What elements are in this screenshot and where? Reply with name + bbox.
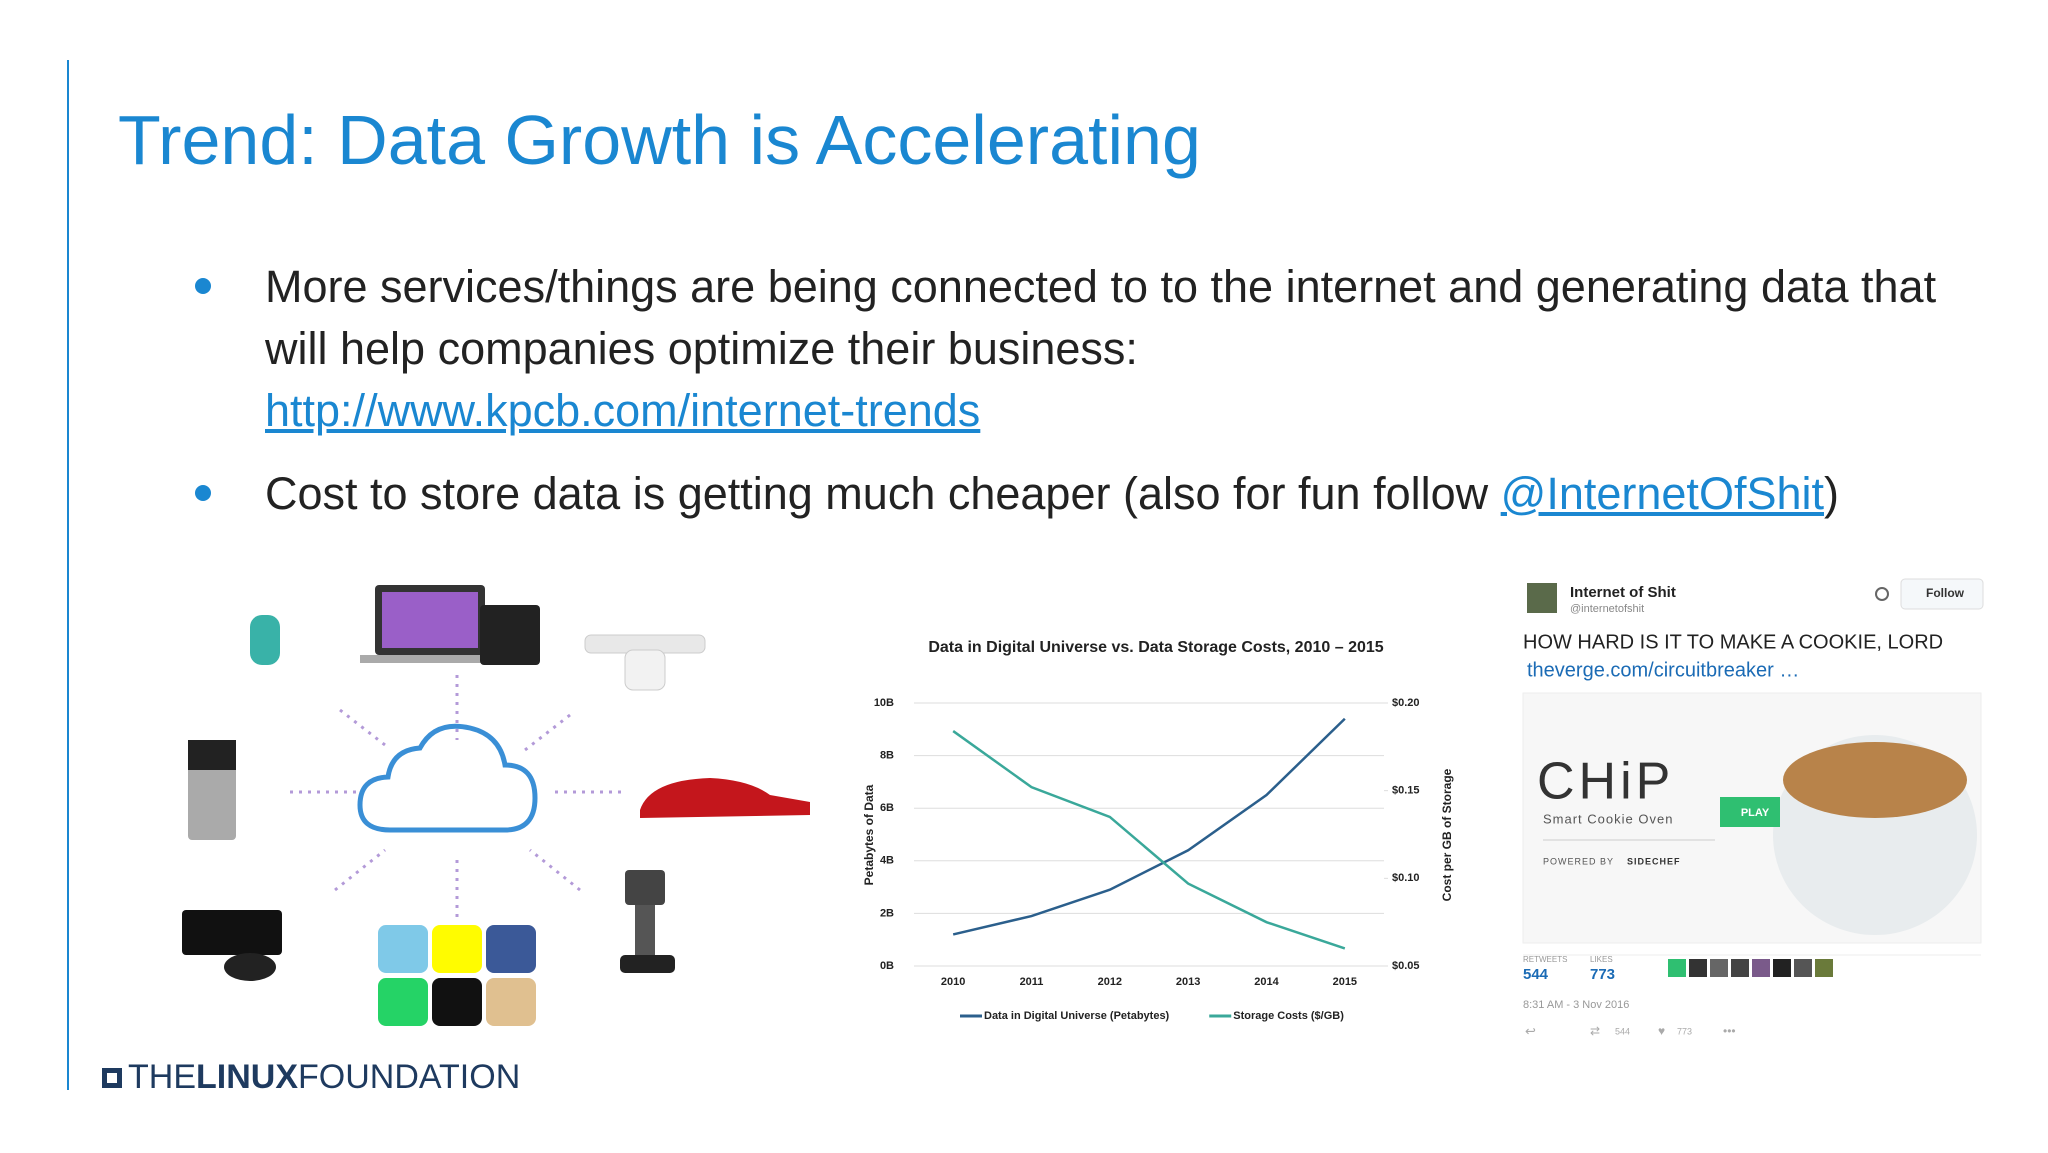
more-icon[interactable]: •••: [1723, 1024, 1736, 1038]
line-series: [952, 717, 1346, 936]
bullet: More services/things are being connected…: [195, 256, 2005, 442]
logo-linux: LINUX: [196, 1058, 298, 1096]
brand: CHiP: [1537, 753, 1674, 811]
y2-tick-label: $0.15: [1392, 785, 1420, 797]
logo-the: THE: [128, 1058, 196, 1096]
footer-logo: THELINUXFOUNDATION: [102, 1058, 520, 1097]
retweets-label: RETWEETS: [1523, 955, 1567, 964]
chart-title: Data in Digital Universe vs. Data Storag…: [928, 639, 1383, 656]
like-icon[interactable]: ♥: [1658, 1024, 1665, 1038]
retweet-count-small: 544: [1615, 1026, 1630, 1036]
x-tick-label: 2011: [1020, 976, 1044, 988]
powered-by: POWERED BY: [1543, 856, 1614, 866]
sidechef: SIDECHEF: [1627, 856, 1681, 866]
link[interactable]: @InternetOfShit: [1500, 468, 1824, 519]
y-tick-label: 2B: [880, 907, 894, 919]
tweet-card: Internet of Shit @internetofshit Follow …: [1522, 578, 1984, 1038]
app-icons: [378, 925, 536, 1026]
play-button[interactable]: [1720, 797, 1780, 827]
link[interactable]: http://www.kpcb.com/internet-trends: [265, 385, 981, 436]
y2-tick-label: $0.05: [1392, 960, 1420, 972]
bullet-dot: [195, 485, 211, 501]
legend-label: Data in Digital Universe (Petabytes): [984, 1010, 1170, 1022]
tweet-text: HOW HARD IS IT TO MAKE A COOKIE, LORD: [1523, 631, 1943, 653]
bullet-text: ): [1823, 468, 1839, 519]
x-tick-label: 2012: [1098, 976, 1122, 988]
y-tick-label: 0B: [880, 960, 894, 972]
console-icon: [182, 910, 282, 955]
microscope-icon: [625, 870, 665, 905]
tweet-link[interactable]: theverge.com/circuitbreaker …: [1527, 659, 1799, 681]
retweets-count: 544: [1523, 966, 1549, 983]
logo-mark: [102, 1068, 122, 1088]
y2-tick-label: $0.10: [1392, 872, 1420, 884]
x-tick-label: 2015: [1333, 976, 1357, 988]
bullet-text: More services/things are being connected…: [265, 261, 1937, 374]
tagline: Smart Cookie Oven: [1543, 811, 1673, 826]
car-icon: [640, 778, 810, 818]
follow-label: Follow: [1926, 586, 1965, 600]
y-tick-label: 10B: [874, 697, 894, 709]
iot-illustration: [182, 585, 810, 1026]
y-tick-label: 8B: [880, 750, 894, 762]
y-tick-label: 4B: [880, 855, 894, 867]
x-tick-label: 2014: [1254, 976, 1279, 988]
likes-label: LIKES: [1590, 955, 1613, 964]
y2-tick-label: $0.20: [1392, 697, 1420, 709]
reply-icon[interactable]: ↩: [1525, 1023, 1536, 1038]
fitbit-icon: [250, 615, 280, 665]
avatar: [1527, 583, 1557, 613]
y2-axis-label: Cost per GB of Storage: [1440, 768, 1454, 901]
gear-icon[interactable]: [1875, 587, 1889, 601]
bullet-dot: [195, 278, 211, 294]
logo-foundation: FOUNDATION: [298, 1058, 521, 1096]
line-series: [952, 730, 1346, 950]
like-count-small: 773: [1677, 1026, 1692, 1036]
x-tick-label: 2013: [1176, 976, 1200, 988]
chart: Data in Digital Universe vs. Data Storag…: [862, 639, 1454, 1022]
legend-label: Storage Costs ($/GB): [1233, 1010, 1344, 1022]
slide-title: Trend: Data Growth is Accelerating: [118, 101, 1201, 179]
likes-count: 773: [1590, 966, 1615, 983]
tweet-name: Internet of Shit: [1570, 584, 1676, 601]
tweet-time: 8:31 AM - 3 Nov 2016: [1523, 999, 1629, 1011]
y-axis-label: Petabytes of Data: [862, 784, 876, 885]
tablet-icon: [480, 605, 540, 665]
liker-avatars: [1668, 959, 1833, 977]
x-tick-label: 2010: [941, 976, 965, 988]
bullet-text: Cost to store data is getting much cheap…: [265, 468, 1489, 519]
play-label: PLAY: [1741, 807, 1770, 819]
tweet-handle: @internetofshit: [1570, 603, 1644, 615]
bullet: Cost to store data is getting much cheap…: [195, 463, 2005, 525]
accent-rule: [67, 60, 69, 1090]
cloud-icon: [357, 723, 538, 833]
retweet-icon[interactable]: ⇄: [1590, 1024, 1600, 1038]
follow-button[interactable]: [1900, 578, 1984, 610]
y-tick-label: 6B: [880, 802, 894, 814]
